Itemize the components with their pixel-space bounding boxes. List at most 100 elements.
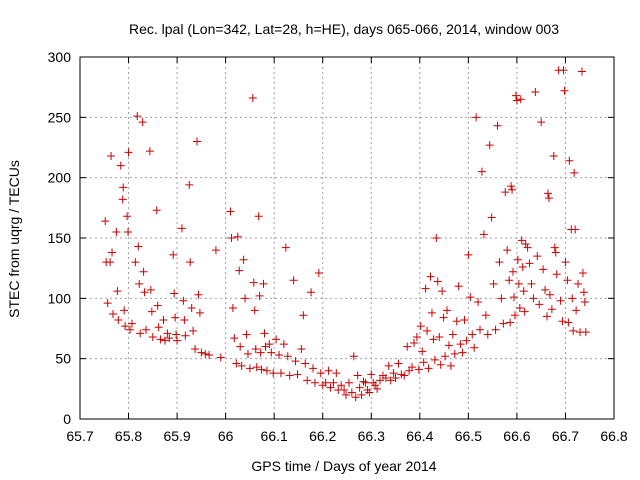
data-point-marker (497, 294, 506, 303)
data-point-marker (432, 234, 441, 242)
data-point-marker (187, 303, 196, 312)
data-point-marker (254, 212, 263, 221)
data-point-marker (503, 246, 512, 255)
data-point-marker (237, 361, 246, 370)
data-point-marker (251, 345, 260, 354)
data-point-marker (444, 341, 453, 350)
data-point-marker (289, 276, 298, 285)
x-axis-label: GPS time / Days of year 2014 (251, 458, 436, 474)
x-tick-label: 66.1 (261, 428, 288, 444)
data-point-marker (257, 365, 266, 374)
x-tick-label: 66.2 (309, 428, 336, 444)
data-point-marker (249, 278, 258, 287)
data-point-marker (116, 161, 125, 170)
data-point-marker (256, 348, 265, 357)
data-point-marker (580, 297, 589, 306)
chart-title: Rec. lpal (Lon=342, Lat=28, h=HE), days … (129, 21, 559, 37)
data-point-marker (543, 312, 552, 321)
data-point-marker (148, 332, 157, 341)
data-point-marker (386, 376, 395, 385)
data-point-marker (443, 306, 452, 315)
data-point-marker (450, 349, 459, 358)
data-point-marker (211, 246, 220, 255)
data-point-marker (227, 234, 236, 242)
data-point-marker (152, 206, 161, 215)
data-point-marker (435, 332, 444, 341)
data-point-marker (421, 284, 430, 293)
data-point-marker (156, 335, 165, 344)
data-point-marker (127, 319, 136, 328)
data-point-marker (146, 285, 155, 294)
data-point-marker (489, 279, 498, 288)
data-point-marker (303, 376, 312, 385)
data-point-marker (462, 336, 471, 345)
data-point-marker (474, 297, 483, 306)
data-point-marker (321, 378, 330, 387)
data-point-marker (139, 267, 148, 276)
data-point-marker (283, 352, 292, 361)
x-tick-label: 66.4 (406, 428, 433, 444)
data-point-marker (563, 276, 572, 285)
data-point-marker (299, 311, 308, 320)
data-point-marker (568, 294, 577, 303)
data-point-marker (511, 91, 520, 100)
data-point-marker (147, 307, 156, 316)
data-point-marker (226, 207, 235, 216)
data-point-marker (353, 371, 362, 380)
x-tick-label: 66.5 (455, 428, 482, 444)
data-point-marker (479, 230, 488, 239)
data-point-marker (518, 262, 527, 271)
data-point-marker (131, 258, 140, 267)
data-point-marker (513, 255, 522, 264)
data-point-marker (359, 377, 368, 386)
data-point-marker (310, 378, 319, 387)
data-point-marker (367, 370, 376, 379)
data-point-marker (285, 371, 294, 380)
data-point-marker (561, 258, 570, 267)
data-point-marker (423, 326, 432, 335)
data-point-marker (551, 248, 560, 257)
data-point-marker (476, 325, 485, 334)
data-point-marker (515, 303, 524, 312)
data-point-marker (281, 243, 290, 252)
data-point-marker (458, 348, 467, 357)
data-point-marker (541, 285, 550, 294)
data-point-marker (172, 330, 181, 339)
data-point-marker (136, 329, 145, 338)
data-point-marker (452, 317, 461, 326)
data-point-marker (205, 351, 214, 360)
data-point-marker (456, 340, 465, 349)
data-point-marker (154, 323, 163, 332)
data-point-marker (233, 232, 242, 241)
data-point-marker (123, 212, 132, 221)
data-point-marker (418, 347, 427, 356)
data-point-marker (239, 255, 248, 264)
data-point-marker (558, 317, 567, 326)
data-point-marker (259, 279, 268, 288)
data-point-marker (531, 87, 540, 96)
data-point-marker (520, 307, 529, 316)
data-point-marker (409, 338, 418, 347)
data-point-marker (101, 217, 110, 226)
data-point-marker (544, 194, 553, 203)
data-point-marker (547, 305, 556, 314)
data-point-marker (477, 167, 486, 176)
data-point-marker (506, 318, 515, 327)
x-tick-label: 66.7 (552, 428, 579, 444)
data-point-marker (276, 369, 285, 378)
data-point-marker (357, 390, 366, 399)
data-point-marker (265, 340, 274, 349)
data-point-marker (279, 340, 288, 349)
data-point-marker (446, 361, 455, 370)
data-point-marker (232, 359, 241, 368)
data-point-marker (516, 95, 525, 104)
data-point-marker (533, 252, 542, 261)
data-point-marker (106, 258, 115, 267)
x-tick-label: 65.8 (115, 428, 142, 444)
data-point-marker (373, 384, 382, 393)
data-point-marker (120, 306, 129, 315)
data-point-marker (365, 388, 374, 397)
data-point-marker (103, 299, 112, 308)
data-point-marker (439, 313, 448, 322)
